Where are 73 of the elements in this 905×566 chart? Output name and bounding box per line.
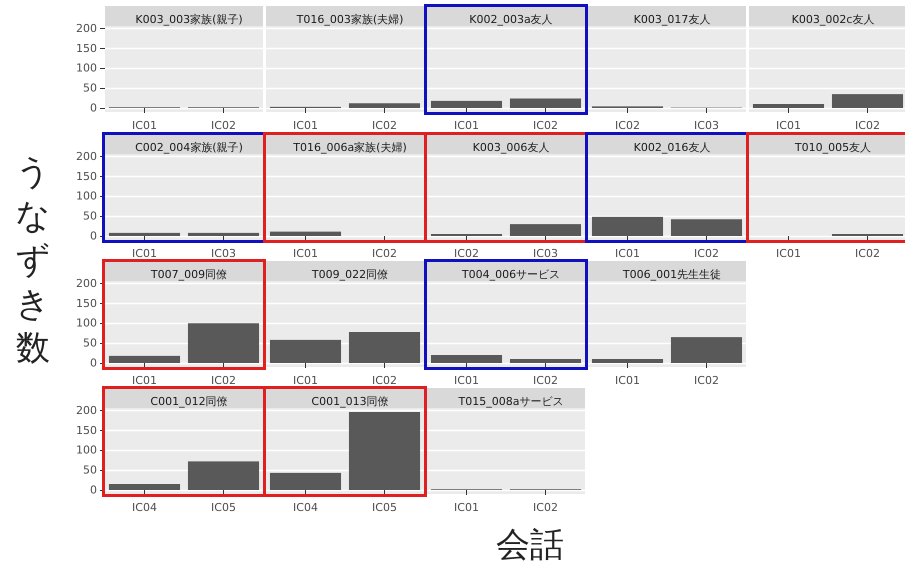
x-tick-label: IC01 [132, 374, 157, 387]
y-tick-label: 200 [76, 22, 97, 35]
chart-title: C002_004家族(親子) [135, 141, 243, 154]
x-tick-label: IC02 [211, 374, 236, 387]
chart-title: T007_009同僚 [150, 268, 228, 281]
y-tick-label: 150 [76, 170, 97, 183]
chart-title: K003_017友人 [634, 13, 710, 26]
x-axis-title: 会話 [495, 524, 565, 566]
x-tick-label: IC01 [776, 119, 801, 132]
x-tick-label: IC02 [694, 247, 719, 260]
y-tick-label: 100 [76, 316, 97, 330]
x-tick-label: IC01 [293, 247, 318, 260]
x-tick-label: IC02 [694, 374, 719, 387]
x-tick-label: IC02 [372, 374, 397, 387]
x-tick-label: IC01 [615, 247, 640, 260]
chart-title: T016_003家族(夫婦) [296, 13, 404, 26]
chart-title: C001_012同僚 [150, 395, 228, 408]
x-tick-label: IC01 [776, 247, 801, 260]
chart-title: K002_003a友人 [469, 13, 553, 26]
x-tick-label: IC02 [211, 119, 236, 132]
y-tick-label: 150 [76, 42, 97, 55]
chart-title: K002_016友人 [634, 141, 710, 154]
x-tick-label: IC04 [293, 501, 318, 514]
chart-title: T006_001先生生徒 [622, 268, 722, 281]
y-tick-label: 50 [83, 82, 97, 95]
y-tick-label: 0 [90, 102, 97, 115]
x-tick-label: IC02 [533, 374, 558, 387]
x-tick-label: IC02 [372, 119, 397, 132]
x-tick-label: IC02 [372, 247, 397, 260]
chart-title: T004_006サービス [460, 268, 560, 281]
x-tick-label: IC02 [454, 247, 479, 260]
chart-title: T016_006a家族(夫婦) [292, 141, 407, 154]
x-tick-label: IC01 [615, 374, 640, 387]
y-tick-label: 100 [76, 62, 97, 75]
y-tick-label: 100 [76, 190, 97, 203]
x-tick-label: IC03 [694, 119, 719, 132]
chart-title: T009_022同僚 [310, 268, 388, 281]
chart-title: T010_005友人 [794, 141, 872, 154]
y-tick-label: 0 [90, 484, 97, 497]
x-tick-label: IC05 [211, 501, 236, 514]
y-tick-label: 50 [83, 336, 97, 350]
x-tick-label: IC03 [211, 247, 236, 260]
chart-title: K003_006友人 [472, 141, 550, 154]
y-tick-label: 100 [76, 444, 97, 457]
x-tick-label: IC01 [132, 247, 157, 260]
chart-title: K003_003家族(親子) [135, 13, 243, 26]
x-tick-label: IC03 [533, 247, 558, 260]
y-axis-title: うなずき数 [14, 151, 52, 370]
chart-title: K003_002c友人 [792, 13, 874, 26]
x-tick-label: IC02 [855, 119, 880, 132]
chart-title: T015_008aサービス [458, 395, 564, 408]
y-tick-label: 150 [76, 296, 97, 310]
y-tick-label: 150 [76, 424, 97, 437]
chart-title: C001_013同僚 [311, 395, 389, 408]
x-tick-label: IC02 [615, 119, 640, 132]
x-tick-label: IC04 [132, 501, 157, 514]
x-tick-label: IC01 [454, 501, 479, 514]
x-tick-label: IC02 [533, 501, 558, 514]
x-tick-label: IC01 [293, 119, 318, 132]
x-tick-label: IC02 [533, 119, 558, 132]
x-tick-label: IC01 [132, 119, 157, 132]
y-tick-label: 0 [90, 356, 97, 370]
y-tick-label: 200 [76, 150, 97, 163]
x-tick-label: IC02 [855, 247, 880, 260]
x-tick-label: IC01 [454, 374, 479, 387]
x-tick-label: IC01 [293, 374, 318, 387]
y-tick-label: 50 [83, 464, 97, 477]
y-tick-label: 200 [76, 276, 97, 290]
y-tick-label: 50 [83, 210, 97, 223]
y-tick-label: 0 [90, 230, 97, 243]
x-tick-label: IC01 [454, 119, 479, 132]
y-tick-label: 200 [76, 404, 97, 417]
x-tick-label: IC05 [372, 501, 397, 514]
